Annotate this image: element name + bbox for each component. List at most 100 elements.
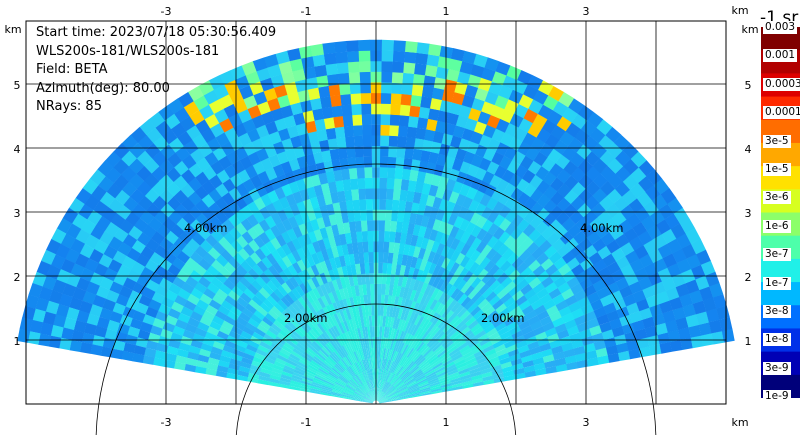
- radar-gate: [367, 241, 374, 253]
- radar-gate: [225, 244, 238, 258]
- radar-gate: [460, 374, 472, 381]
- radar-gate: [396, 341, 403, 353]
- radar-gate: [388, 349, 394, 361]
- colorbar-tick-label: 1e-6: [763, 219, 791, 233]
- radar-gate: [555, 299, 569, 312]
- radar-gate: [363, 397, 373, 403]
- radar-gate: [368, 262, 374, 274]
- radar-gate: [541, 226, 555, 240]
- radar-gate: [293, 145, 305, 159]
- radar-gate: [593, 339, 607, 351]
- radar-gate: [495, 142, 509, 156]
- radar-gate: [451, 91, 465, 106]
- radar-gate: [104, 328, 118, 341]
- radar-gate: [393, 339, 399, 351]
- radar-gate: [289, 317, 300, 329]
- radar-gate: [570, 282, 584, 295]
- radar-gate: [444, 309, 455, 321]
- radar-gate: [380, 82, 392, 94]
- radar-gate: [331, 224, 340, 237]
- radar-gate: [655, 322, 668, 336]
- radar-gate: [516, 218, 530, 232]
- radar-gate: [182, 329, 195, 340]
- radar-gate: [518, 249, 532, 262]
- radar-gate: [387, 389, 397, 396]
- radar-gate: [70, 263, 85, 278]
- radar-gate: [307, 316, 317, 327]
- radar-gate: [349, 329, 356, 341]
- radar-gate: [152, 317, 166, 329]
- radar-gate: [218, 94, 234, 109]
- radar-gate: [377, 315, 381, 327]
- radar-gate: [429, 228, 439, 242]
- radar-gate: [366, 392, 374, 402]
- radar-gate: [278, 313, 290, 324]
- radar-gate: [224, 79, 240, 95]
- radar-gate: [50, 324, 64, 338]
- radar-gate: [461, 196, 474, 210]
- radar-gate: [393, 242, 400, 254]
- radar-gate: [504, 196, 518, 210]
- radar-gate: [520, 325, 533, 336]
- radar-gate: [347, 382, 357, 390]
- radar-gate: [435, 346, 446, 356]
- radar-gate: [361, 103, 372, 115]
- radar-gate: [387, 167, 396, 179]
- radar-gate: [194, 245, 208, 259]
- radar-gate: [289, 382, 301, 388]
- radar-gate: [552, 293, 565, 306]
- radar-gate: [416, 341, 425, 352]
- radar-gate: [307, 131, 320, 144]
- radar-gate: [620, 241, 635, 256]
- colorbar-tick-label: 0.0003: [763, 77, 800, 91]
- radar-gate: [319, 283, 328, 296]
- radar-gate: [217, 360, 230, 368]
- radar-gate: [322, 383, 334, 389]
- radar-gate: [355, 388, 365, 396]
- radar-gate: [245, 344, 258, 353]
- radar-gate: [356, 387, 366, 395]
- radar-gate: [349, 82, 361, 95]
- radar-gate: [234, 344, 247, 353]
- radar-gate: [304, 220, 314, 234]
- radar-gate: [362, 382, 369, 393]
- radar-gate: [284, 362, 296, 370]
- radar-gate: [408, 335, 417, 347]
- radar-gate: [45, 300, 60, 315]
- radar-gate: [143, 173, 160, 189]
- radar-gate: [549, 339, 562, 349]
- radar-gate: [326, 375, 337, 382]
- radar-gate: [262, 360, 274, 368]
- radar-gate: [59, 293, 73, 308]
- radar-gate: [294, 213, 305, 226]
- radar-gate: [273, 84, 288, 98]
- radar-gate: [60, 258, 76, 274]
- radar-gate: [486, 352, 498, 361]
- radar-gate: [485, 275, 497, 288]
- radar-gate: [216, 223, 230, 237]
- radar-gate: [577, 159, 593, 175]
- radar-gate: [390, 220, 398, 232]
- radar-gate: [483, 260, 496, 273]
- radar-gate: [618, 350, 631, 361]
- radar-gate: [402, 211, 411, 224]
- radar-gate: [287, 215, 299, 229]
- radar-gate: [378, 230, 385, 242]
- radar-gate: [218, 155, 232, 170]
- radar-gate: [352, 396, 363, 401]
- radar-gate: [498, 85, 513, 100]
- radar-gate: [692, 300, 707, 315]
- radar-gate: [252, 356, 265, 365]
- radar-gate: [393, 363, 400, 374]
- radar-gate: [419, 293, 428, 306]
- radar-gate: [377, 390, 382, 401]
- radar-gate: [399, 264, 406, 277]
- radar-gate: [653, 178, 670, 195]
- radar-gate: [290, 135, 302, 149]
- radar-gate: [382, 369, 387, 381]
- radar-gate: [460, 282, 471, 294]
- radar-gate: [647, 334, 660, 347]
- radar-gate: [222, 218, 235, 232]
- radar-gate: [661, 277, 676, 292]
- radar-gate: [237, 109, 252, 124]
